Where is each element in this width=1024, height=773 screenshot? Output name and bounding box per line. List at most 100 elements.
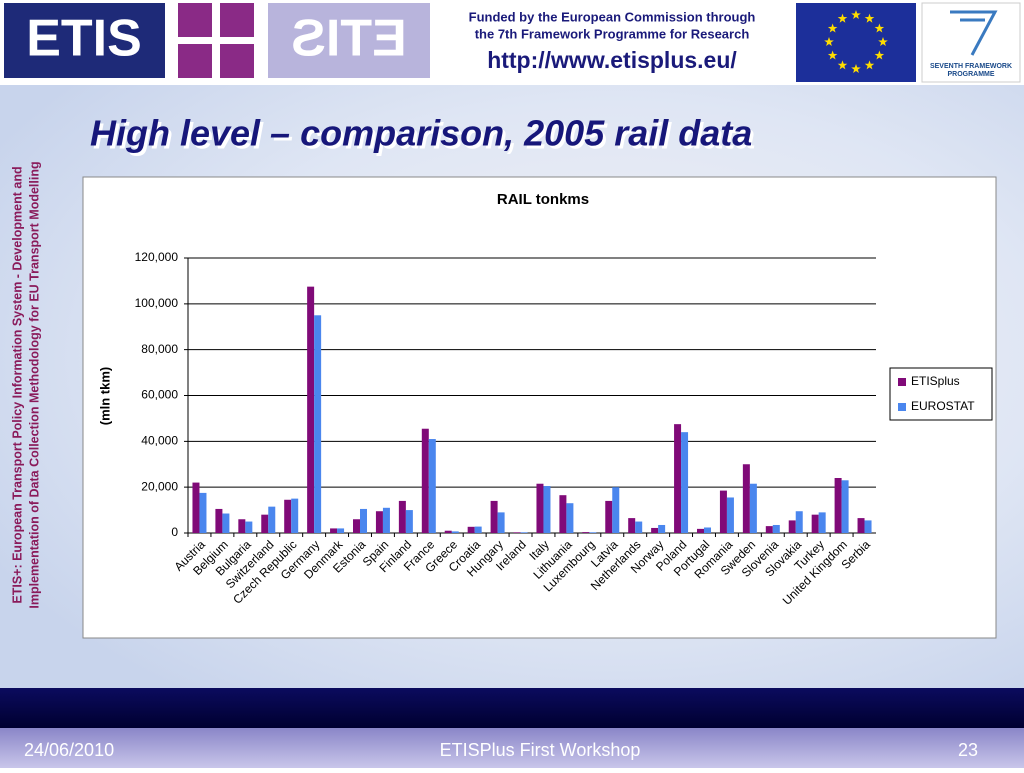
bar <box>788 520 796 533</box>
logo-cross <box>178 3 254 78</box>
bar <box>559 495 567 533</box>
bar <box>520 532 528 533</box>
side-text: ETIS+: European Transport Policy Informa… <box>10 166 24 603</box>
bar <box>749 483 757 533</box>
y-tick-label: 0 <box>171 525 178 539</box>
bar <box>811 514 819 533</box>
slide-title: High level – comparison, 2005 rail data <box>90 113 752 154</box>
bar <box>398 500 406 533</box>
footer-page: 23 <box>958 740 978 760</box>
bar <box>314 315 322 533</box>
eu-star <box>837 60 848 70</box>
eu-star <box>874 23 885 33</box>
y-tick-label: 60,000 <box>141 388 178 402</box>
legend-swatch <box>898 403 906 411</box>
bar <box>330 528 338 533</box>
title-shadow: High level – comparison, 2005 rail data <box>93 116 755 157</box>
side-text: Implementation of Data Collection Method… <box>27 161 41 608</box>
legend-label: ETISplus <box>911 374 960 388</box>
bar <box>834 478 842 533</box>
chart-frame <box>82 176 997 639</box>
bar <box>490 500 498 533</box>
bar <box>658 524 666 533</box>
bar <box>268 506 276 533</box>
bar <box>284 499 292 533</box>
fp7-text: SEVENTH FRAMEWORK <box>930 63 1012 70</box>
bar <box>742 464 750 533</box>
bar <box>307 286 315 533</box>
bar <box>199 492 207 533</box>
bar <box>543 486 551 533</box>
eu-star <box>827 50 838 60</box>
y-tick-label: 100,000 <box>135 296 179 310</box>
legend-box <box>889 367 993 421</box>
legend-label: EUROSTAT <box>911 399 975 413</box>
y-tick-label: 40,000 <box>141 434 178 448</box>
bar <box>536 483 544 533</box>
bar <box>681 432 689 533</box>
eu-star <box>824 37 834 46</box>
logo-mirror-text: ETIS <box>291 10 407 68</box>
eu-star <box>878 37 888 46</box>
footer-date: 24/06/2010 <box>24 740 114 760</box>
footer <box>0 728 1024 768</box>
bar <box>635 521 643 533</box>
bar <box>772 524 780 533</box>
y-axis-label: (mln tkm) <box>97 367 112 426</box>
url[interactable]: http://www.etisplus.eu/ <box>487 47 737 73</box>
logo-mirror-box <box>268 3 430 78</box>
bar <box>382 507 390 533</box>
bar <box>405 510 413 533</box>
bar <box>582 532 590 533</box>
bar <box>605 500 613 533</box>
logo-text: ETIS <box>26 10 142 68</box>
bar <box>360 508 367 533</box>
chart-title: RAIL tonkms <box>497 191 589 208</box>
bar <box>245 521 253 533</box>
eu-star <box>827 23 838 33</box>
bar <box>353 519 360 533</box>
bar <box>589 532 597 533</box>
eu-star <box>874 50 885 60</box>
y-tick-label: 80,000 <box>141 342 178 356</box>
bar <box>421 428 429 533</box>
bar <box>841 480 849 533</box>
bar <box>818 512 826 533</box>
bar <box>651 527 659 533</box>
footer-band <box>0 688 1024 728</box>
bar <box>215 508 223 533</box>
eu-star <box>837 13 848 23</box>
bar <box>566 503 574 533</box>
eu-star <box>864 60 875 70</box>
bar <box>467 526 475 533</box>
eu-star <box>851 64 861 73</box>
bar <box>719 490 727 533</box>
bar <box>612 487 620 533</box>
bar <box>261 514 269 533</box>
bar <box>451 531 459 533</box>
y-tick-label: 120,000 <box>135 250 179 264</box>
bar <box>697 528 704 533</box>
bar <box>375 511 383 533</box>
bar <box>628 518 636 533</box>
footer-event: ETISPlus First Workshop <box>440 740 641 760</box>
logo-box <box>4 3 165 78</box>
bar <box>726 497 734 533</box>
fp7-text: PROGRAMME <box>947 71 994 78</box>
bar <box>222 513 230 533</box>
eu-star <box>864 13 875 23</box>
bar <box>428 439 436 533</box>
bar <box>857 518 865 533</box>
bar <box>765 526 773 533</box>
fp7-mark <box>950 10 998 56</box>
bar <box>474 526 482 533</box>
y-tick-label: 20,000 <box>141 479 178 493</box>
bar <box>337 528 345 533</box>
bar <box>674 424 682 533</box>
bar <box>192 482 200 533</box>
bar <box>444 530 452 533</box>
funding-text: the 7th Framework Programme for Research <box>475 26 750 41</box>
bar <box>291 498 299 533</box>
